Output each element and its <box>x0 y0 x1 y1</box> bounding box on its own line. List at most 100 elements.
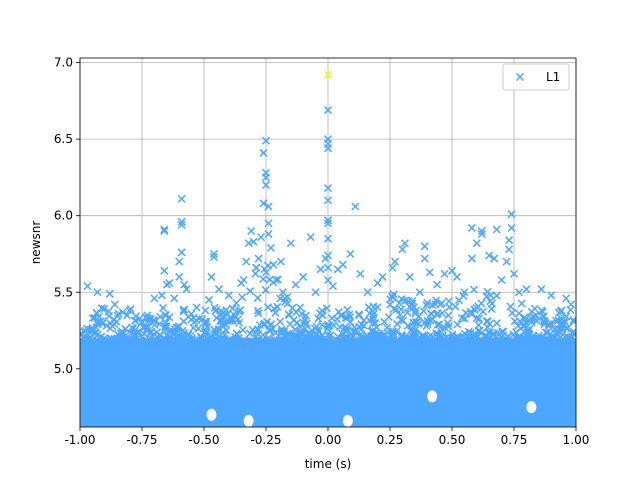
data-point-marker <box>323 234 333 243</box>
data-point-marker <box>224 291 233 300</box>
data-point-marker <box>177 220 186 229</box>
x-tick-label: -0.75 <box>126 433 157 447</box>
data-point-marker <box>328 282 337 291</box>
data-point-marker <box>440 269 449 278</box>
dense-point-marker <box>267 320 276 329</box>
data-point-marker <box>415 288 424 297</box>
dense-point-marker <box>173 323 182 332</box>
x-tick-label: 0.50 <box>439 433 466 447</box>
data-point-marker <box>271 275 280 285</box>
data-point-marker <box>110 300 119 309</box>
dense-point-marker <box>368 319 377 328</box>
data-point-marker <box>254 254 263 263</box>
data-point-marker <box>239 275 248 285</box>
dense-point-marker <box>195 314 204 323</box>
band-gap <box>243 414 254 427</box>
dense-point-marker <box>296 323 305 332</box>
data-point-marker <box>477 226 486 236</box>
data-point-marker <box>323 275 333 285</box>
dense-point-marker <box>422 337 432 346</box>
x-tick-label: -1.00 <box>64 433 95 447</box>
dense-point-marker <box>187 333 196 343</box>
data-point-marker <box>522 285 531 294</box>
data-point-marker <box>420 254 429 263</box>
dense-point-marker <box>523 330 532 339</box>
data-point-marker <box>244 239 253 248</box>
dense-point-marker <box>386 295 395 304</box>
dense-point-marker <box>388 328 397 337</box>
data-point-marker <box>400 239 409 248</box>
band-gap <box>526 401 537 414</box>
data-point-marker <box>247 226 256 236</box>
dense-point-marker <box>201 306 210 315</box>
dense-point-marker <box>265 327 274 336</box>
dense-point-marker <box>483 336 492 345</box>
x-tick-label: 0.75 <box>501 433 528 447</box>
data-point-marker <box>175 257 184 266</box>
dense-point-marker <box>541 328 550 337</box>
dense-point-marker <box>315 326 324 336</box>
dense-point-marker <box>143 337 152 346</box>
dense-point-marker <box>216 307 225 316</box>
data-point-marker <box>261 173 271 182</box>
dense-point-marker <box>340 324 349 333</box>
data-point-marker <box>323 251 333 260</box>
dense-point-marker <box>290 325 299 334</box>
dense-point-marker <box>469 285 478 294</box>
dense-point-marker <box>304 337 313 346</box>
dense-point-marker <box>129 329 139 338</box>
dense-point-marker <box>258 337 267 346</box>
y-axis-label: newsnr <box>29 221 43 265</box>
dense-point-marker <box>113 330 122 339</box>
dense-point-marker <box>161 326 170 335</box>
dense-point-marker <box>322 304 331 313</box>
data-point-marker <box>467 223 476 232</box>
data-point-marker <box>160 226 169 236</box>
x-tick-label: 0.25 <box>377 433 404 447</box>
data-point-marker <box>425 268 434 277</box>
dense-point-marker <box>238 337 247 346</box>
dense-point-marker <box>97 337 106 346</box>
data-point-marker <box>276 257 285 266</box>
dense-point-marker <box>298 335 307 344</box>
dense-point-marker <box>131 312 141 321</box>
dense-point-marker <box>140 336 149 345</box>
data-point-marker <box>398 245 407 254</box>
dense-point-marker <box>481 333 490 342</box>
dense-point-marker <box>517 299 526 308</box>
dense-point-marker <box>217 320 226 329</box>
dense-point-marker <box>142 325 151 334</box>
data-point-marker <box>472 239 481 248</box>
dense-point-marker <box>404 296 413 305</box>
data-point-marker <box>299 272 308 281</box>
dense-point-marker <box>318 311 327 320</box>
data-point-marker <box>537 285 546 294</box>
dense-point-marker <box>508 308 517 317</box>
dense-point-marker <box>81 326 90 335</box>
dense-point-marker <box>219 312 228 321</box>
y-axis-ticks: 5.0 5.5 6.0 6.5 7.0 <box>54 56 80 376</box>
dense-point-marker <box>318 320 327 330</box>
data-point-marker <box>507 223 516 232</box>
data-point-marker <box>477 230 486 239</box>
data-point-marker <box>192 303 201 312</box>
dense-point-marker <box>104 307 113 316</box>
data-point-marker <box>209 253 218 262</box>
dense-point-marker <box>276 317 285 326</box>
dense-point-marker <box>170 330 179 339</box>
dense-point-marker <box>277 335 286 344</box>
dense-point-marker <box>409 327 418 336</box>
dense-point-marker <box>246 287 255 296</box>
dense-point-marker <box>245 329 255 338</box>
band-gap <box>342 414 353 427</box>
data-point-marker <box>490 254 499 263</box>
data-point-marker <box>160 266 169 275</box>
data-point-marker <box>323 263 333 272</box>
dense-point-marker <box>314 314 323 323</box>
dense-point-marker <box>118 308 127 317</box>
dense-point-marker <box>100 304 109 313</box>
data-point-marker <box>447 266 457 275</box>
data-point-marker <box>232 298 241 308</box>
dense-point-marker <box>104 337 113 346</box>
dense-point-marker <box>478 307 488 316</box>
